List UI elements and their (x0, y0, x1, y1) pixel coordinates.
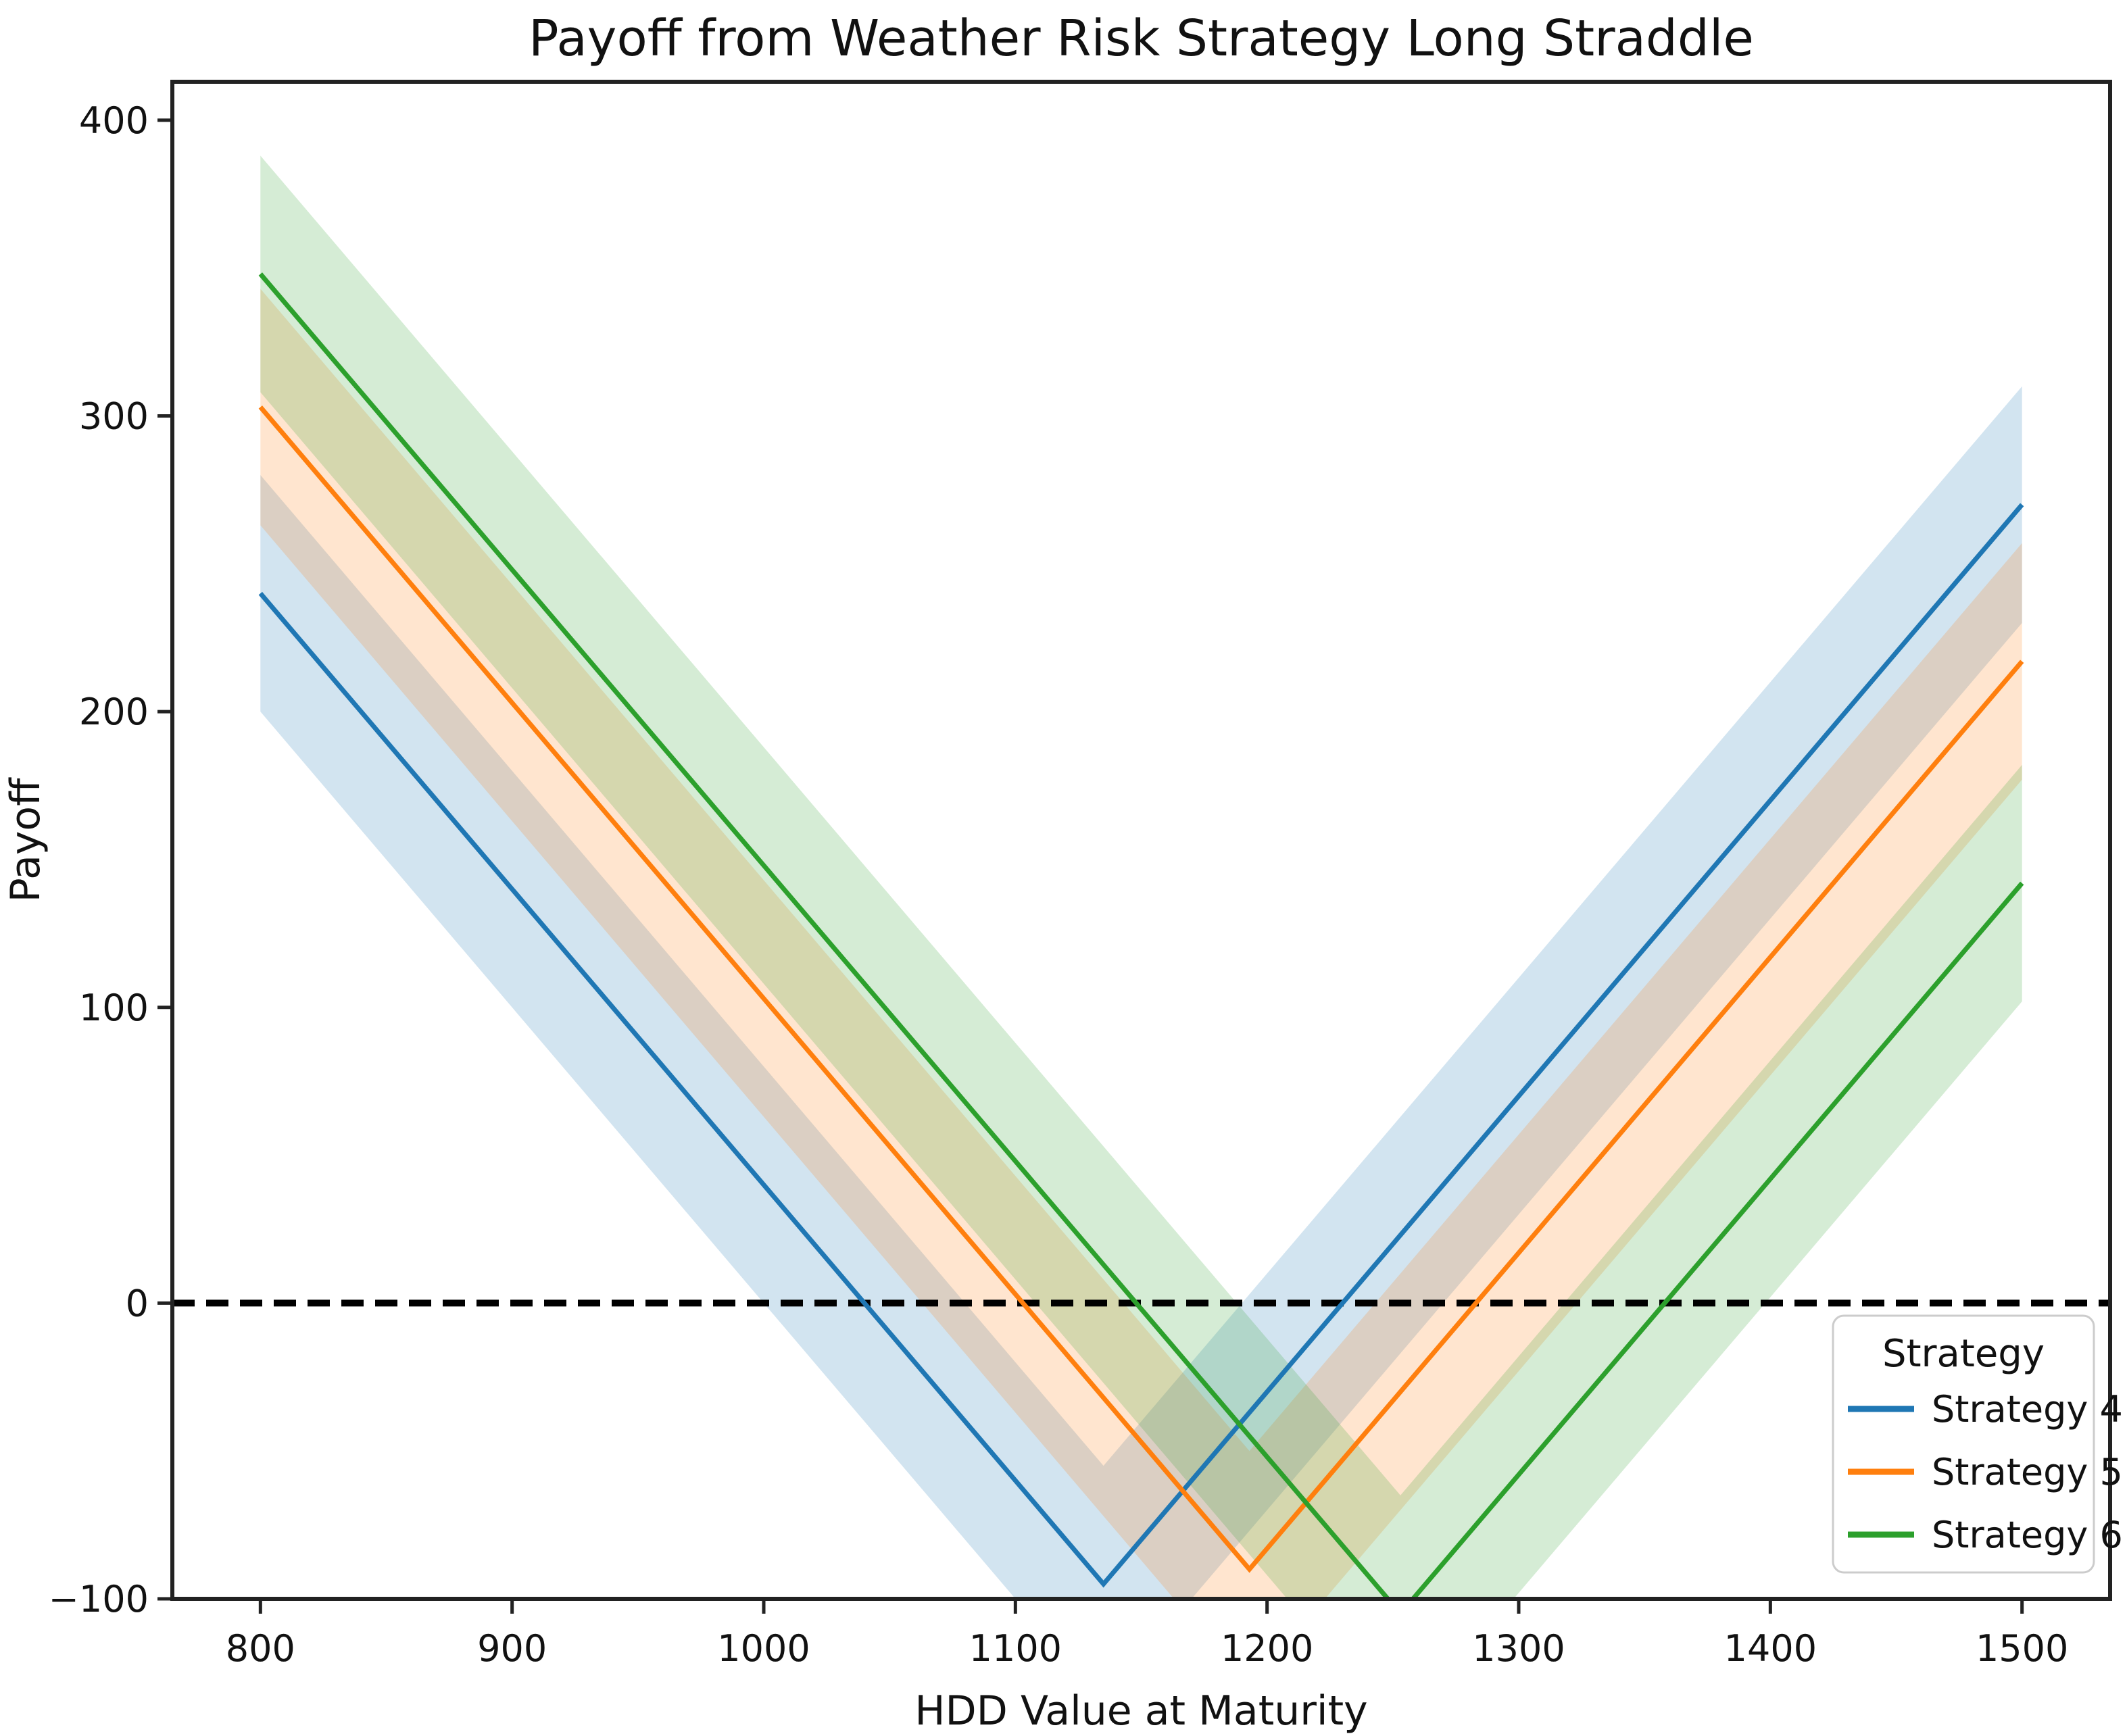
x-axis-label: HDD Value at Maturity (914, 1687, 1367, 1735)
legend: Strategy Strategy 4 Strategy 5 Strategy 6 (1832, 1314, 2123, 1574)
y-tick-label: 300 (79, 395, 149, 438)
x-tick-label: 1200 (1221, 1627, 1313, 1670)
x-tick-label: 800 (226, 1627, 295, 1670)
y-tick-label: −100 (49, 1578, 149, 1620)
legend-title: Strategy (1882, 1332, 2045, 1376)
y-axis-label: Payoff (2, 777, 49, 902)
series-band-strategy-4 (260, 386, 2022, 1599)
y-tick-label: 200 (79, 691, 149, 733)
chart-title: Payoff from Weather Risk Strategy Long S… (529, 9, 1754, 68)
x-axis: 800 900 1000 1100 1200 1300 1400 1500 (226, 1599, 2068, 1670)
series-line-strategy-6 (258, 272, 2024, 1599)
y-axis: −100 0 100 200 300 400 (49, 99, 172, 1620)
series-band-strategy-5 (260, 289, 2022, 1599)
y-tick-label: 400 (79, 99, 149, 142)
series-line-strategy-4 (258, 503, 2024, 1588)
legend-item-label: Strategy 4 (1932, 1388, 2123, 1431)
x-tick-label: 900 (477, 1627, 547, 1670)
series-line-strategy-5 (258, 405, 2024, 1573)
x-tick-label: 1300 (1472, 1627, 1565, 1670)
y-tick-label: 0 (126, 1282, 149, 1324)
legend-box (1832, 1314, 2095, 1574)
axes-spines (170, 80, 2112, 1601)
x-tick-label: 1100 (969, 1627, 1062, 1670)
plot-area (172, 155, 2110, 1599)
legend-item-label: Strategy 5 (1932, 1451, 2123, 1493)
y-tick-label: 100 (79, 987, 149, 1029)
x-tick-label: 1000 (717, 1627, 810, 1670)
x-tick-label: 1500 (1976, 1627, 2068, 1670)
x-tick-label: 1400 (1724, 1627, 1817, 1670)
legend-item-label: Strategy 6 (1932, 1514, 2123, 1556)
